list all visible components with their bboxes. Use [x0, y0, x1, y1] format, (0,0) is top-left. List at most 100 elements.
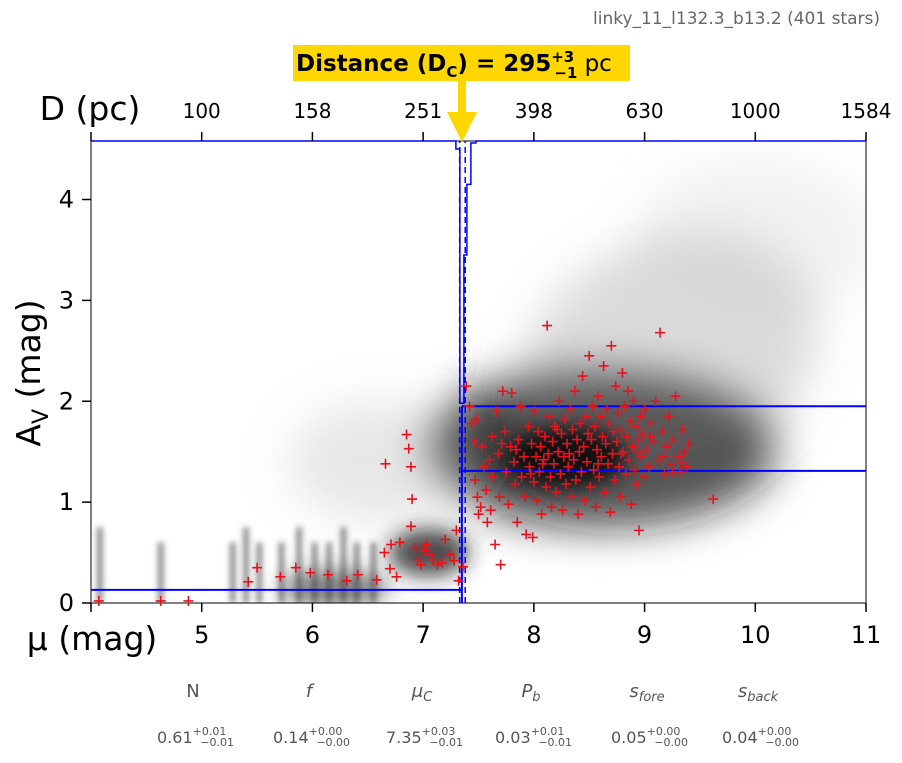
star-marker: [560, 478, 571, 489]
x-tick-label: 8: [526, 621, 541, 649]
star-marker: [603, 458, 614, 469]
star-marker: [545, 471, 556, 482]
star-marker: [650, 396, 661, 407]
star-marker: [471, 414, 482, 425]
star-marker: [547, 436, 558, 447]
density-knot: [388, 528, 469, 577]
param-name: Pb: [521, 681, 540, 705]
star-marker: [470, 474, 481, 485]
star-marker: [290, 562, 301, 573]
star-marker: [486, 431, 497, 442]
star-marker: [573, 509, 584, 520]
star-marker: [473, 509, 484, 520]
star-marker: [624, 454, 635, 465]
param-name: sback: [738, 681, 779, 705]
star-marker: [461, 381, 472, 392]
star-marker: [677, 424, 688, 435]
star-marker: [518, 451, 529, 462]
star-marker: [668, 434, 679, 445]
star-marker: [659, 468, 670, 479]
star-marker: [577, 371, 588, 382]
star-marker: [585, 481, 596, 492]
annotation-box: [293, 45, 630, 81]
density-streak: [296, 527, 303, 603]
star-marker: [622, 386, 633, 397]
star-marker: [589, 421, 600, 432]
top-tick-label: 1000: [730, 99, 781, 123]
top-tick-label: 158: [293, 99, 331, 123]
star-marker: [487, 471, 498, 482]
star-marker: [670, 391, 681, 402]
density-map: [96, 159, 866, 603]
star-marker: [618, 446, 629, 457]
star-marker: [605, 507, 616, 518]
star-marker: [648, 436, 659, 447]
star-marker: [432, 559, 443, 570]
star-marker: [582, 456, 592, 467]
star-marker: [588, 464, 599, 475]
star-marker: [616, 448, 627, 459]
star-marker: [535, 441, 546, 452]
star-marker: [570, 474, 581, 485]
star-marker: [529, 406, 540, 417]
star-marker: [619, 401, 630, 412]
star-marker: [534, 466, 545, 477]
star-marker: [516, 471, 527, 482]
density-streak: [340, 527, 347, 603]
star-marker: [580, 411, 591, 422]
star-marker: [672, 451, 683, 462]
param-name: μC: [411, 681, 433, 705]
star-marker: [601, 404, 612, 415]
star-marker: [341, 575, 352, 586]
star-marker: [574, 446, 585, 457]
star-marker: [453, 575, 464, 586]
star-marker: [405, 461, 416, 472]
star-marker: [626, 499, 637, 510]
star-marker: [563, 461, 574, 472]
star-marker: [575, 418, 586, 429]
x-axis-label-mu: μ (mag): [27, 619, 158, 658]
density-streak: [278, 542, 285, 603]
star-marker: [481, 485, 492, 496]
star-marker: [628, 396, 639, 407]
star-marker: [532, 495, 543, 506]
star-markers: [93, 320, 719, 606]
star-marker: [558, 451, 569, 462]
star-marker: [597, 431, 608, 442]
star-marker: [555, 468, 566, 479]
star-marker: [562, 438, 573, 449]
star-marker: [629, 464, 640, 475]
star-marker: [584, 350, 595, 361]
star-marker: [590, 502, 601, 513]
star-marker: [567, 424, 578, 435]
star-marker: [412, 554, 423, 565]
star-marker: [593, 458, 604, 469]
star-marker: [554, 396, 565, 407]
star-marker: [482, 517, 493, 528]
star-marker: [93, 595, 104, 606]
star-marker: [444, 549, 455, 560]
param-value: 0.05+0.00 −0.00: [611, 725, 688, 749]
star-marker: [632, 434, 643, 445]
top-tick-label: 251: [404, 99, 442, 123]
star-marker: [401, 429, 412, 440]
top-tick-label: 630: [625, 99, 663, 123]
axes: 5 6 7 8 9 10 11 0 1 2 3 4 100 158 251 398 630 1000 1584: [59, 99, 892, 649]
star-marker: [495, 559, 506, 570]
density-streak: [157, 542, 164, 603]
star-marker: [410, 542, 421, 553]
star-marker: [587, 401, 598, 412]
star-marker: [616, 424, 627, 435]
star-marker: [681, 461, 692, 472]
y-tick-label: 0: [59, 589, 74, 617]
param-name: N: [186, 681, 199, 702]
star-marker: [476, 441, 487, 452]
star-marker: [451, 525, 462, 536]
star-marker: [469, 436, 480, 447]
star-marker: [183, 595, 194, 606]
star-marker: [663, 411, 674, 422]
star-marker: [490, 539, 501, 550]
star-marker: [604, 418, 615, 429]
